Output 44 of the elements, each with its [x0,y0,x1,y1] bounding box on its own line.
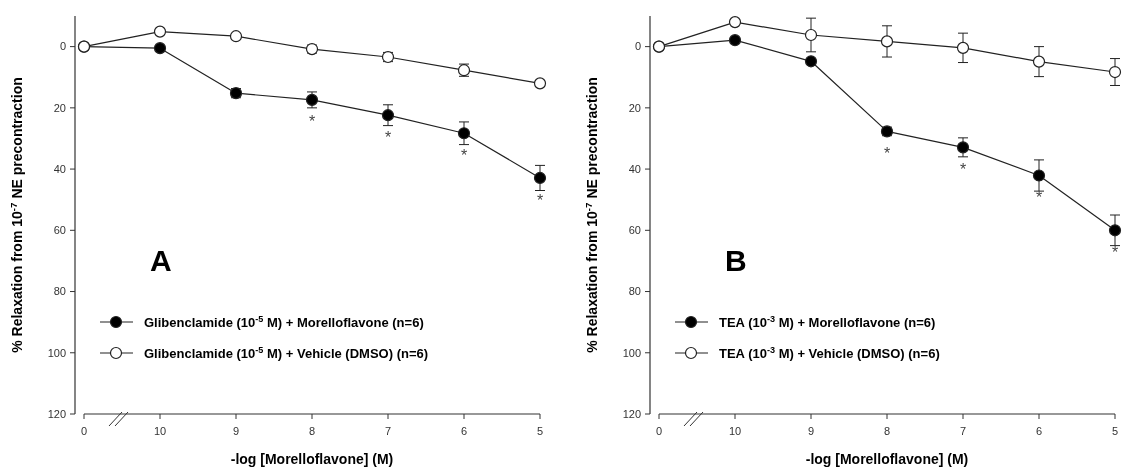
annotation: B [725,244,747,278]
x-tick-label: 0 [80,425,88,437]
x-tick-label: 8 [308,425,316,437]
legend-label: Glibenclamide (10$^{-5}$ M) + Morelloflavone (n=6) [144,313,424,330]
y-tick-label: 100 [47,346,66,359]
annotation: * [883,145,891,163]
x-tick-label: 6 [460,425,468,437]
x-tick-label: 7 [384,425,392,437]
legend-label: TEA (10$^{-3}$ M) + Vehicle (DMSO) (n=6) [719,344,940,361]
x-tick-label: 5 [536,425,544,437]
x-axis-title: -log [Morelloflavone] (M) [230,451,394,467]
y-tick-label: 60 [53,224,66,237]
y-tick-label: 0 [59,40,66,53]
annotation: * [460,146,468,164]
annotation: * [959,160,967,178]
y-tick-label: 0 [634,40,641,53]
x-tick-label: 6 [1035,425,1043,437]
y-tick-label: 40 [628,162,641,175]
annotation: A [150,244,172,278]
x-axis-title: -log [Morelloflavone] (M) [805,451,969,467]
y-tick-label: 40 [53,162,66,175]
y-tick-label: 120 [47,407,66,420]
legend-label: TEA (10$^{-3}$ M) + Morelloflavone (n=6) [719,313,936,330]
x-tick-label: 8 [883,425,891,437]
legend-label: Glibenclamide (10$^{-5}$ M) + Vehicle (DMSO) (n=6) [144,344,429,361]
annotation: * [1035,189,1043,207]
y-tick-label: 20 [628,101,641,114]
x-tick-label: 0 [655,425,663,437]
annotation: * [308,113,316,131]
x-tick-label: 5 [1111,425,1119,437]
y-tick-label: 120 [622,407,641,420]
x-tick-label: 10 [153,425,167,437]
y-tick-label: 80 [53,285,66,298]
y-tick-label: 60 [628,224,641,237]
y-tick-label: 80 [628,285,641,298]
x-tick-label: 7 [959,425,967,437]
x-tick-label: 9 [807,425,815,437]
y-tick-label: 100 [622,346,641,359]
y-tick-label: 20 [53,101,66,114]
annotation: * [536,191,544,209]
annotation: * [1111,243,1119,261]
annotation: * [384,128,392,146]
x-tick-label: 9 [232,425,240,437]
x-tick-label: 10 [728,425,742,437]
